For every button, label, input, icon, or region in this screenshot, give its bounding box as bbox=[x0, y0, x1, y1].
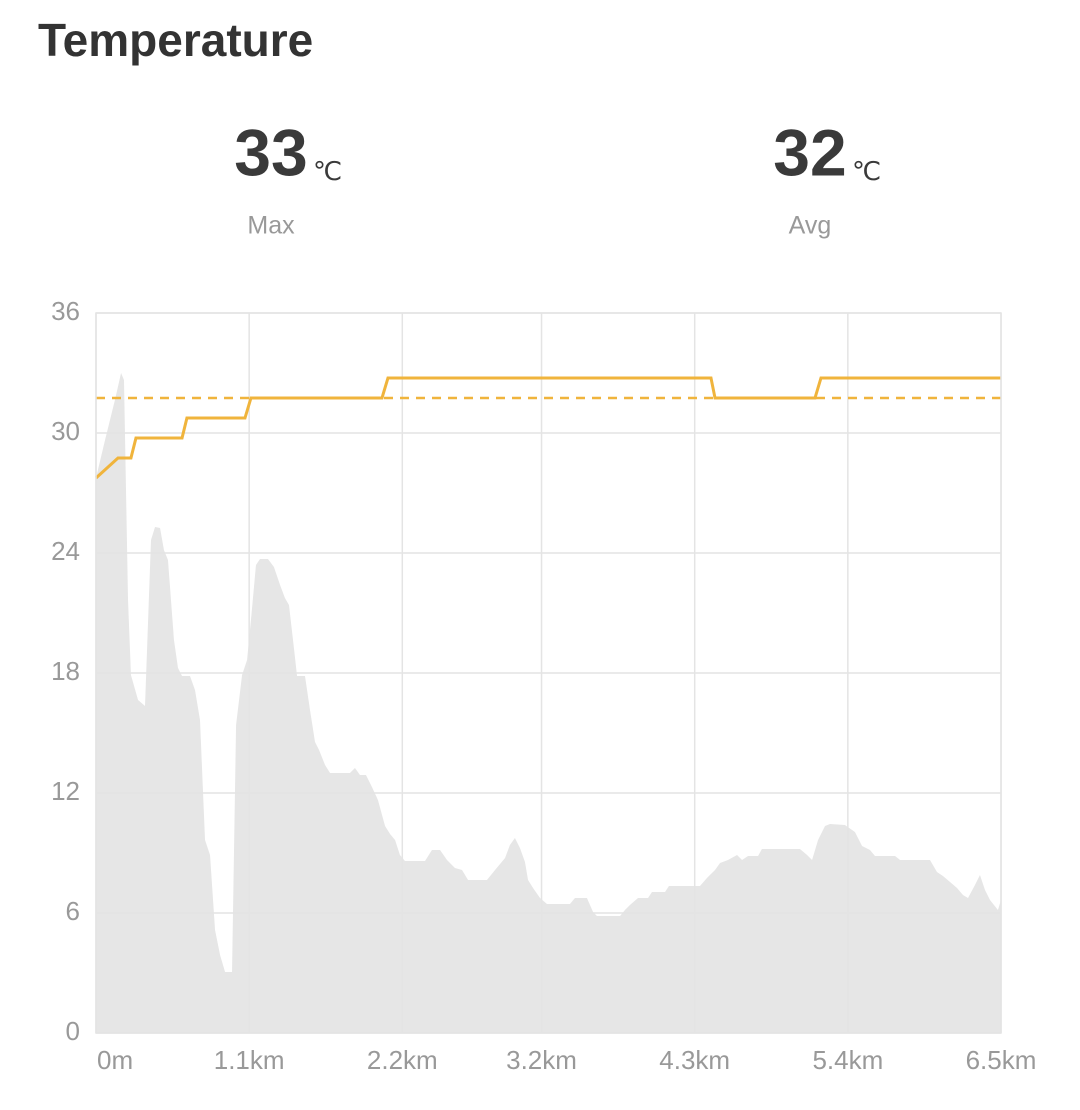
stat-label: Avg bbox=[789, 212, 832, 240]
y-tick-label: 6 bbox=[66, 896, 80, 926]
y-tick-label: 18 bbox=[51, 656, 80, 686]
x-tick-label: 1.1km bbox=[214, 1045, 285, 1075]
y-tick-label: 36 bbox=[51, 296, 80, 326]
stat-value: 33 bbox=[234, 115, 307, 189]
x-tick-label: 2.2km bbox=[367, 1045, 438, 1075]
x-tick-label: 3.2km bbox=[506, 1045, 577, 1075]
stat-unit: ℃ bbox=[852, 156, 881, 186]
x-tick-label: 4.3km bbox=[659, 1045, 730, 1075]
stat-label: Max bbox=[247, 212, 295, 240]
plot-border bbox=[95, 312, 1002, 1034]
x-tick-label: 5.4km bbox=[812, 1045, 883, 1075]
y-tick-label: 12 bbox=[51, 776, 80, 806]
y-tick-label: 30 bbox=[51, 416, 80, 446]
x-tick-label: 0m bbox=[97, 1045, 133, 1075]
chart: 0 6 12 18 24 30 36 0m 1.1km 2.2km 3.2km 4.3km 5.4km 6… bbox=[51, 296, 1036, 1075]
area bbox=[96, 373, 1001, 1033]
y-tick-label: 24 bbox=[51, 536, 80, 566]
title: Temperature bbox=[38, 14, 313, 66]
y-tick-label: 0 bbox=[66, 1016, 80, 1046]
line bbox=[94, 376, 1001, 480]
x-tick-label: 6.5km bbox=[966, 1045, 1037, 1075]
stat-value: 32 bbox=[773, 115, 846, 189]
stat-unit: ℃ bbox=[313, 156, 342, 186]
